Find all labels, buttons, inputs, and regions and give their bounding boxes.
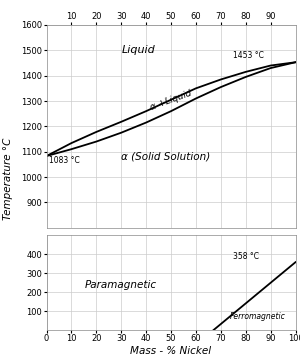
Text: 1453 °C: 1453 °C (233, 51, 264, 60)
Text: Temperature °C: Temperature °C (3, 137, 14, 220)
Text: Ferromagnetic: Ferromagnetic (230, 312, 286, 321)
Text: Paramagnetic: Paramagnetic (85, 280, 157, 290)
Text: α (Solid Solution): α (Solid Solution) (122, 151, 211, 161)
Text: Liquid: Liquid (122, 45, 155, 55)
Text: 358 °C: 358 °C (233, 252, 259, 261)
Text: α +Liquid: α +Liquid (149, 89, 193, 112)
Text: 1083 °C: 1083 °C (49, 156, 80, 165)
X-axis label: Mass - % Nickel: Mass - % Nickel (130, 346, 212, 356)
